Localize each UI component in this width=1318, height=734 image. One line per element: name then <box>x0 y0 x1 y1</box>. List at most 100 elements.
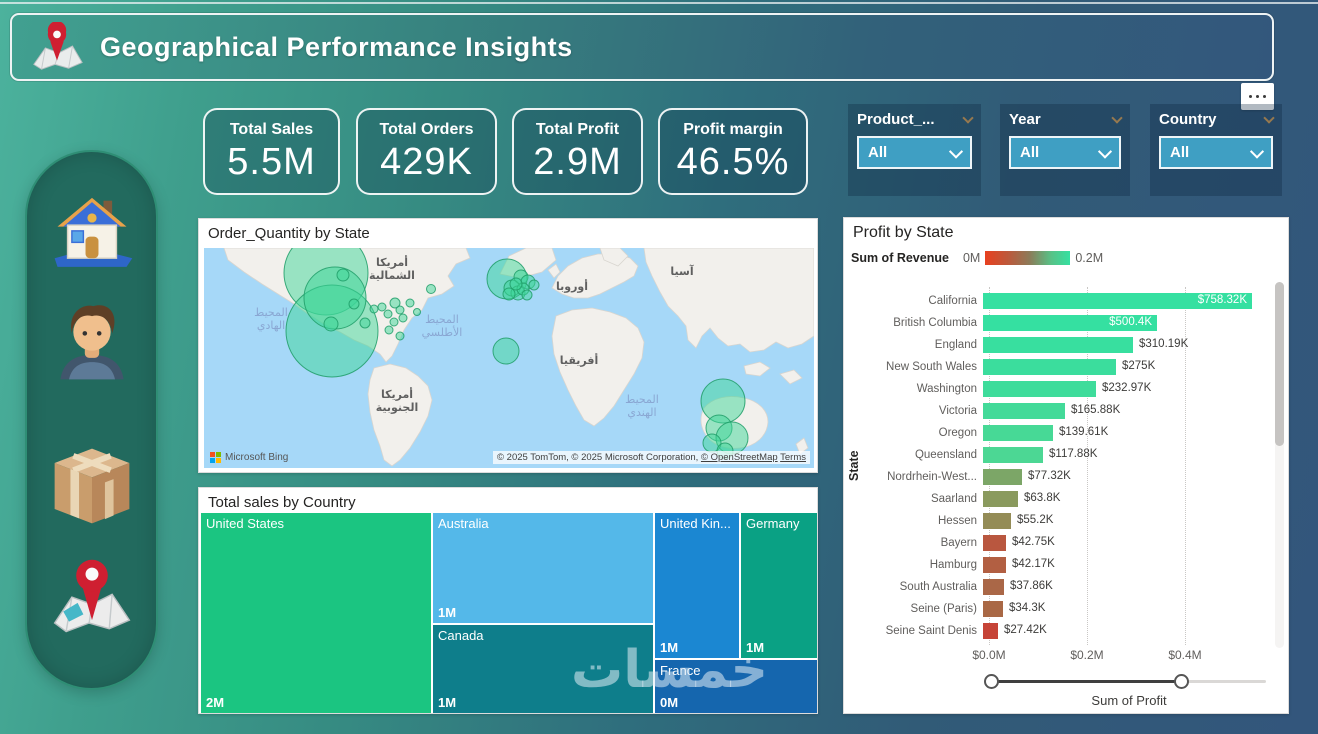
map-bubble[interactable] <box>509 277 523 291</box>
bar-hessen[interactable] <box>983 513 1011 529</box>
kpi-card-total-sales: Total Sales 5.5M <box>203 108 340 195</box>
bar-oregon[interactable] <box>983 425 1053 441</box>
chevron-down-icon[interactable] <box>1111 112 1123 124</box>
map-bubble[interactable] <box>413 308 421 316</box>
map-title: Order_Quantity by State <box>208 225 370 242</box>
bar-seine-saint-denis[interactable] <box>983 623 998 639</box>
ocean-label: المحيط الأطلسي <box>422 313 463 339</box>
slicer-selected-value: All <box>1170 144 1190 161</box>
color-legend: Sum of Revenue 0M 0.2M <box>851 251 1103 265</box>
map-bubble[interactable] <box>323 316 339 332</box>
bar-category-label: Saarland <box>930 493 977 505</box>
home-icon[interactable] <box>44 180 140 276</box>
window-top-hairline <box>0 2 1318 4</box>
bar-hamburg[interactable] <box>983 557 1006 573</box>
slider-track-active <box>991 680 1181 683</box>
bar-queensland[interactable] <box>983 447 1043 463</box>
bar-saarland[interactable] <box>983 491 1018 507</box>
treemap-block-australia[interactable]: Australia 1M <box>433 513 653 623</box>
treemap-block-value: 1M <box>746 640 765 655</box>
bing-logo[interactable]: Microsoft Bing <box>210 452 288 463</box>
gridline <box>989 287 990 645</box>
slider-handle-min[interactable] <box>984 674 999 689</box>
slicer-label: Country <box>1159 111 1217 128</box>
map-bubble[interactable] <box>369 304 379 314</box>
scrollbar-thumb[interactable] <box>1275 282 1284 446</box>
slicer-dropdown-year[interactable]: All <box>1009 136 1121 169</box>
scrollbar-track[interactable] <box>1275 282 1284 648</box>
map-bubble[interactable] <box>395 305 405 315</box>
map-bubble[interactable] <box>377 302 387 312</box>
map-bubble[interactable] <box>384 325 394 335</box>
treemap-block-value: 1M <box>438 605 457 620</box>
treemap-block-value: 0M <box>660 695 679 710</box>
location-map-icon[interactable] <box>44 552 140 648</box>
bar-victoria[interactable] <box>983 403 1065 419</box>
treemap-block-germany[interactable]: Germany 1M <box>741 513 817 658</box>
bar-value-label: $165.88K <box>1071 404 1121 416</box>
more-options-button[interactable] <box>1241 83 1274 110</box>
continent-label: أمريكا الجنوبية <box>376 387 419 414</box>
bar-british-columbia[interactable]: $500.4K <box>983 315 1157 331</box>
treemap: United States 2M Australia 1M Canada 1M United… <box>201 513 817 713</box>
bar-new-south-wales[interactable] <box>983 359 1116 375</box>
bar-california[interactable]: $758.32K <box>983 293 1252 309</box>
map-bubble[interactable] <box>492 337 520 365</box>
map-bubble[interactable] <box>405 298 415 308</box>
bar-washington[interactable] <box>983 381 1096 397</box>
package-icon[interactable] <box>44 438 140 534</box>
treemap-block-label: France <box>660 663 701 678</box>
bar-chart-panel: Profit by State Sum of Revenue 0M 0.2M S… <box>843 217 1289 714</box>
bar-bayern[interactable] <box>983 535 1006 551</box>
map-bubble[interactable] <box>398 313 408 323</box>
slicer-product: Product_... All <box>848 104 981 196</box>
bar-category-label: New South Wales <box>886 361 977 373</box>
slicer-dropdown-country[interactable]: All <box>1159 136 1273 169</box>
slicer-dropdown-product[interactable]: All <box>857 136 972 169</box>
dashboard-header: Geographical Performance Insights <box>10 13 1274 81</box>
kpi-value: 429K <box>380 141 473 183</box>
bar-row-california: California $758.32K <box>844 290 1276 312</box>
map-attribution: © 2025 TomTom, © 2025 Microsoft Corporat… <box>493 451 810 464</box>
bar-seine-paris[interactable] <box>983 601 1003 617</box>
bar-nordrhein-west[interactable] <box>983 469 1022 485</box>
terms-link[interactable]: Terms <box>780 452 806 463</box>
bar-value-label: $42.75K <box>1012 536 1055 548</box>
user-avatar-icon[interactable] <box>44 294 140 390</box>
map-bubble[interactable] <box>389 297 401 309</box>
bar-south-australia[interactable] <box>983 579 1004 595</box>
map-bubble[interactable] <box>359 317 371 329</box>
map-bubble[interactable] <box>502 287 516 301</box>
map-bubble[interactable] <box>395 331 405 341</box>
treemap-block-united-kin[interactable]: United Kin... 1M <box>655 513 739 658</box>
map-bubble[interactable] <box>521 289 533 301</box>
osm-link[interactable]: © OpenStreetMap <box>700 452 778 463</box>
kpi-label: Total Sales <box>229 121 314 138</box>
bar-track: $232.97K <box>983 381 1276 397</box>
treemap-visual-panel: Total sales by Country United States 2M Au… <box>198 487 818 714</box>
bar-row-oregon: Oregon $139.61K <box>844 422 1276 444</box>
x-tick-label: $0.0M <box>972 648 1006 662</box>
slider-handle-max[interactable] <box>1174 674 1189 689</box>
legend-min: 0M <box>962 251 981 265</box>
treemap-block-canada[interactable]: Canada 1M <box>433 625 653 713</box>
world-map[interactable]: أمريكا الشمالية أوروبا آسيا أفريقيا أمريكا الج… <box>204 248 814 468</box>
chevron-down-icon[interactable] <box>1263 112 1275 124</box>
bar-value-label: $139.61K <box>1059 426 1109 438</box>
map-bubble[interactable] <box>348 298 360 310</box>
map-bubble[interactable] <box>389 317 399 327</box>
treemap-block-value: 1M <box>438 695 457 710</box>
treemap-block-united-states[interactable]: United States 2M <box>201 513 431 713</box>
map-bubble[interactable] <box>336 268 350 282</box>
map-bubble[interactable] <box>383 309 393 319</box>
map-bubble[interactable] <box>426 284 436 294</box>
bar-track: $77.32K <box>983 469 1276 485</box>
bar-value-label: $37.86K <box>1010 580 1053 592</box>
bar-england[interactable] <box>983 337 1133 353</box>
slicer-selected-value: All <box>868 144 888 161</box>
treemap-block-france[interactable]: France 0M <box>655 660 817 713</box>
map-bubble[interactable] <box>528 279 540 291</box>
bar-category-label: Seine Saint Denis <box>885 625 977 637</box>
chevron-down-icon[interactable] <box>962 112 974 124</box>
bar-track: $55.2K <box>983 513 1276 529</box>
